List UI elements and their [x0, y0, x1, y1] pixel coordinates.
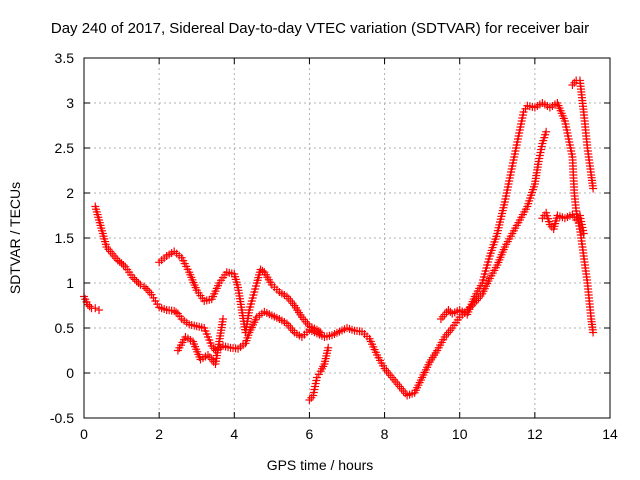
axis-ticks: 0 2 4 6 8 10 12 14 -0.5 0 0.5 1 1.5 2 2.5 3 3.5 — [50, 50, 618, 442]
data-point — [83, 300, 92, 309]
data-point — [119, 261, 128, 269]
data-point — [172, 308, 181, 317]
data-point — [314, 327, 323, 336]
data-point — [136, 280, 145, 289]
y-tick-label: 2.5 — [55, 140, 75, 156]
y-tick-label: 3.5 — [55, 50, 75, 66]
data-point — [95, 306, 104, 314]
data-point — [128, 273, 137, 282]
grid-lines — [84, 58, 610, 418]
x-tick-label: 14 — [602, 426, 618, 442]
data-point — [132, 277, 141, 286]
y-tick-label: 3 — [66, 95, 74, 111]
plot-border — [83, 57, 611, 419]
data-point — [324, 343, 333, 352]
x-axis-label: GPS time / hours — [266, 457, 374, 473]
data-point — [219, 315, 228, 323]
y-tick-label: 0.5 — [55, 320, 75, 336]
y-tick-label: 1.5 — [55, 230, 75, 246]
y-tick-label: 1 — [66, 275, 74, 291]
x-tick-label: 8 — [381, 426, 389, 442]
data-point — [117, 259, 126, 268]
plot-frame — [83, 57, 611, 419]
data-point — [589, 328, 598, 337]
data-point — [141, 284, 150, 293]
data-point — [140, 282, 149, 291]
x-tick-label: 6 — [306, 426, 314, 442]
x-tick-label: 12 — [527, 426, 543, 442]
data-point — [444, 306, 453, 314]
y-axis-label: SDTVAR / TECUs — [7, 181, 23, 295]
x-tick-label: 0 — [80, 426, 88, 442]
data-point — [316, 328, 325, 337]
y-tick-label: -0.5 — [50, 410, 74, 426]
x-tick-label: 4 — [230, 426, 238, 442]
data-point — [589, 184, 598, 193]
data-point — [542, 127, 551, 136]
y-tick-label: 0 — [66, 365, 74, 381]
data-point — [85, 302, 94, 311]
chart-title: Day 240 of 2017, Sidereal Day-to-day VTE… — [50, 20, 590, 37]
data-point — [579, 229, 588, 238]
data-marks — [80, 76, 598, 404]
data-point — [130, 275, 139, 284]
data-point — [134, 279, 143, 287]
x-tick-label: 10 — [452, 426, 468, 442]
y-tick-label: 2 — [66, 185, 74, 201]
data-point — [91, 304, 100, 313]
data-point — [258, 266, 267, 275]
x-tick-label: 2 — [155, 426, 163, 442]
